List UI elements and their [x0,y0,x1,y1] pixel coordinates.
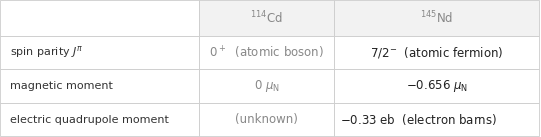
Bar [200,36,334,69]
Text: electric quadrupole moment: electric quadrupole moment [10,115,169,125]
Bar [334,69,539,103]
Text: $^{145}$Nd: $^{145}$Nd [420,9,453,26]
Bar [200,69,334,103]
Bar [334,103,539,136]
Text: $-0.656\ \mu_{\rm N}$: $-0.656\ \mu_{\rm N}$ [406,78,467,94]
Text: (unknown): (unknown) [235,113,298,126]
Text: magnetic moment: magnetic moment [10,81,113,91]
Bar [0,36,200,69]
Bar [200,0,334,36]
Text: $^{114}$Cd: $^{114}$Cd [250,9,283,26]
Bar [200,103,334,136]
Text: spin parity $J^{\pi}$: spin parity $J^{\pi}$ [10,44,83,60]
Text: $0^+$  (atomic boson): $0^+$ (atomic boson) [209,44,324,61]
Bar [334,0,539,36]
Text: $-0.33$ eb  (electron barns): $-0.33$ eb (electron barns) [340,112,497,127]
Bar [0,103,200,136]
Bar [334,36,539,69]
Bar [0,0,200,36]
Text: $0\ \mu_{\rm N}$: $0\ \mu_{\rm N}$ [254,78,280,94]
Text: $7/2^{-}$  (atomic fermion): $7/2^{-}$ (atomic fermion) [370,45,503,60]
Bar [0,69,200,103]
